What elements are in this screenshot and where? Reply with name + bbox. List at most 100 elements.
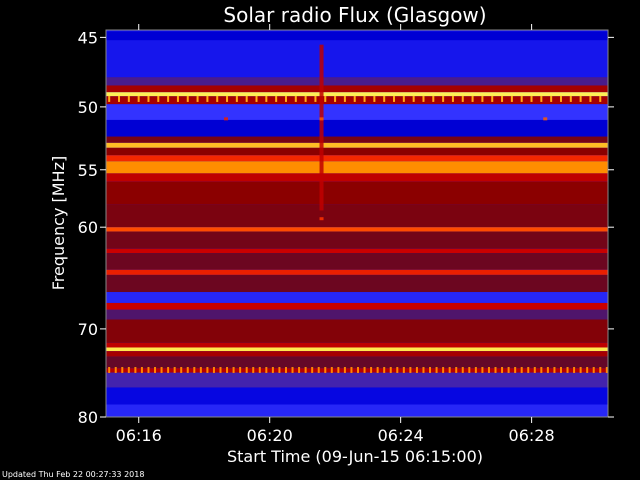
periodic-spike	[353, 95, 356, 102]
periodic-spike	[363, 95, 366, 102]
periodic-spike	[137, 95, 140, 102]
radio-burst	[543, 117, 548, 121]
periodic-spike	[461, 367, 464, 374]
periodic-spike	[219, 367, 222, 374]
x-tick-label: 06:28	[509, 426, 555, 445]
periodic-spike	[147, 95, 150, 102]
periodic-spike	[474, 367, 477, 374]
periodic-spike	[275, 95, 278, 102]
periodic-spike	[330, 367, 333, 374]
radio-burst	[319, 44, 324, 211]
periodic-spike	[491, 95, 494, 102]
frequency-band	[106, 269, 608, 275]
periodic-spike	[271, 367, 274, 374]
periodic-spike	[586, 367, 589, 374]
periodic-spike	[245, 95, 248, 102]
frequency-band	[106, 147, 608, 156]
periodic-spike	[471, 95, 474, 102]
periodic-spike	[304, 95, 307, 102]
y-tick-label: 50	[78, 98, 98, 117]
x-axis: 06:16 06:20 06:24 06:28	[116, 24, 555, 445]
periodic-spike	[429, 367, 432, 374]
periodic-spike	[114, 367, 117, 374]
periodic-spike	[468, 367, 471, 374]
y-tick-label: 45	[78, 28, 98, 47]
periodic-spike	[559, 95, 562, 102]
periodic-spike	[501, 367, 504, 374]
periodic-spike	[540, 367, 543, 374]
frequency-band	[106, 204, 608, 228]
frequency-band	[106, 40, 608, 78]
periodic-spike	[599, 95, 602, 102]
periodic-spike	[389, 367, 392, 374]
periodic-spike	[412, 95, 415, 102]
frequency-band	[106, 92, 608, 97]
periodic-spike	[154, 367, 157, 374]
periodic-spike	[383, 367, 386, 374]
periodic-spike	[409, 367, 412, 374]
periodic-spike	[265, 367, 268, 374]
periodic-spike	[140, 367, 143, 374]
radio-burst	[319, 117, 324, 121]
periodic-spike	[514, 367, 517, 374]
y-tick-label: 70	[78, 320, 98, 339]
periodic-spike	[196, 95, 199, 102]
periodic-spike	[569, 95, 572, 102]
periodic-spike	[451, 95, 454, 102]
periodic-spike	[176, 95, 179, 102]
periodic-spike	[520, 95, 523, 102]
periodic-spike	[291, 367, 294, 374]
periodic-spike	[118, 95, 121, 102]
periodic-spike	[239, 367, 242, 374]
radio-burst	[224, 117, 229, 121]
periodic-spike	[127, 367, 130, 374]
y-tick-label: 60	[78, 218, 98, 237]
periodic-spike	[520, 367, 523, 374]
periodic-spike	[573, 367, 576, 374]
periodic-spike	[232, 367, 235, 374]
periodic-spike	[559, 367, 562, 374]
periodic-spike	[216, 95, 219, 102]
periodic-spike	[481, 367, 484, 374]
periodic-spike	[127, 95, 130, 102]
periodic-spike	[507, 367, 510, 374]
periodic-spike	[334, 95, 337, 102]
frequency-band	[106, 227, 608, 232]
periodic-spike	[284, 367, 287, 374]
periodic-spike	[343, 95, 346, 102]
periodic-spike	[550, 95, 553, 102]
periodic-spike	[510, 95, 513, 102]
radio-burst	[319, 217, 324, 221]
periodic-spike	[167, 95, 170, 102]
periodic-spike	[324, 95, 327, 102]
periodic-spike	[422, 95, 425, 102]
periodic-spike	[448, 367, 451, 374]
frequency-band	[106, 356, 608, 369]
x-tick-label: 06:20	[247, 426, 293, 445]
periodic-spike	[546, 367, 549, 374]
periodic-spike	[235, 95, 238, 102]
periodic-spike	[134, 367, 137, 374]
periodic-spike	[193, 367, 196, 374]
frequency-band	[106, 96, 608, 105]
periodic-spike	[566, 367, 569, 374]
periodic-spike	[206, 95, 209, 102]
periodic-spike	[396, 367, 399, 374]
periodic-spike	[553, 367, 556, 374]
periodic-spike	[415, 367, 418, 374]
y-tick-label: 80	[78, 408, 98, 427]
frequency-band	[106, 372, 608, 388]
periodic-spike	[487, 367, 490, 374]
x-tick-label: 06:16	[116, 426, 162, 445]
periodic-spike	[252, 367, 255, 374]
plot-frame	[105, 29, 609, 418]
frequency-band	[106, 173, 608, 182]
frequency-band	[106, 77, 608, 86]
periodic-spike	[311, 367, 314, 374]
periodic-spike	[402, 95, 405, 102]
frequency-band	[106, 136, 608, 143]
periodic-spike	[245, 367, 248, 374]
periodic-spike	[314, 95, 317, 102]
periodic-spike	[206, 367, 209, 374]
